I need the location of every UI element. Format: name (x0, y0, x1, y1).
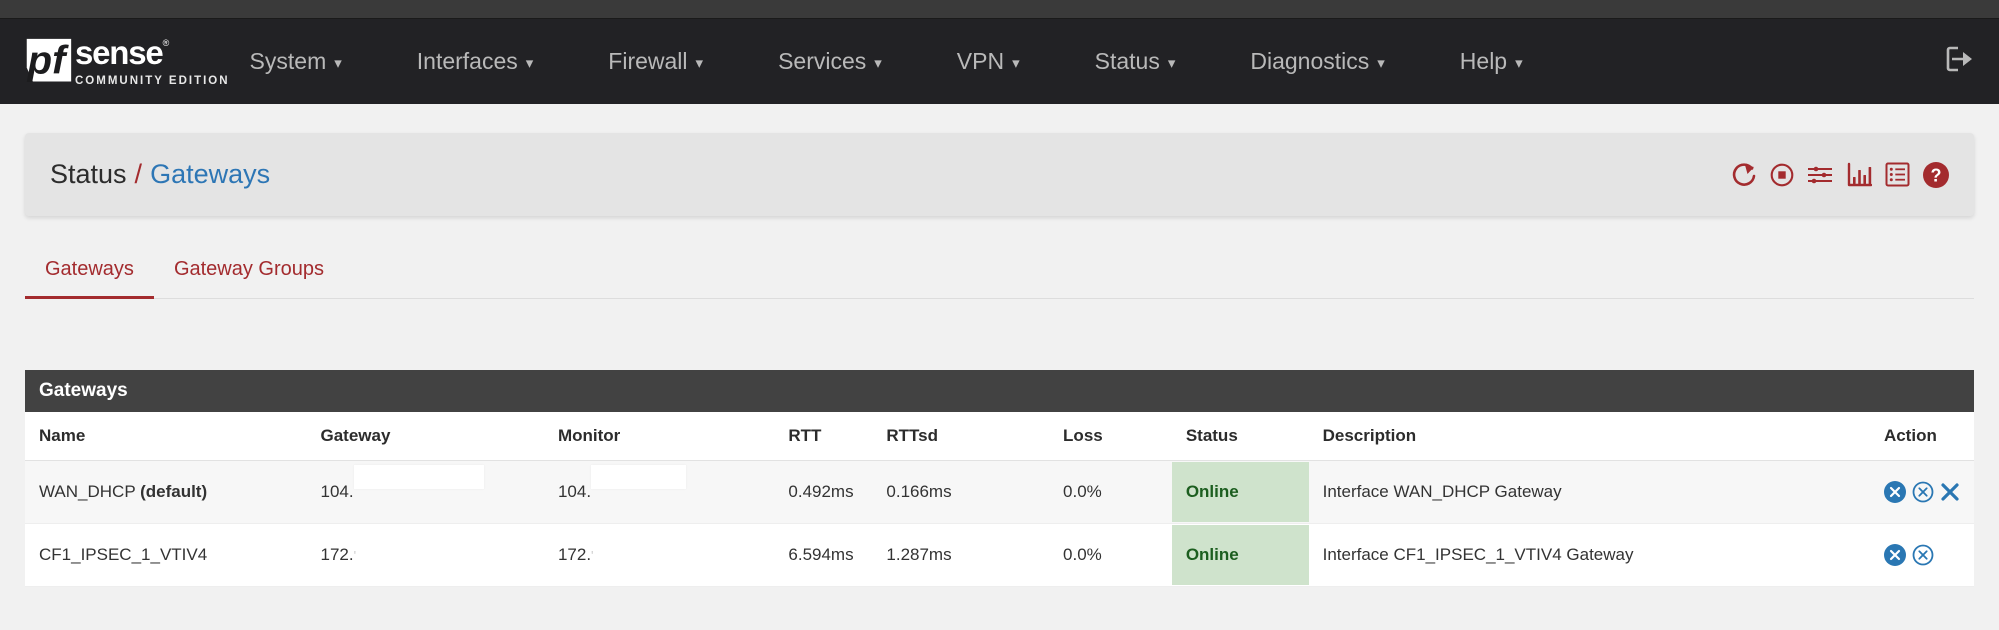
svg-text:?: ? (1931, 165, 1942, 185)
svg-text:pf: pf (27, 39, 69, 83)
